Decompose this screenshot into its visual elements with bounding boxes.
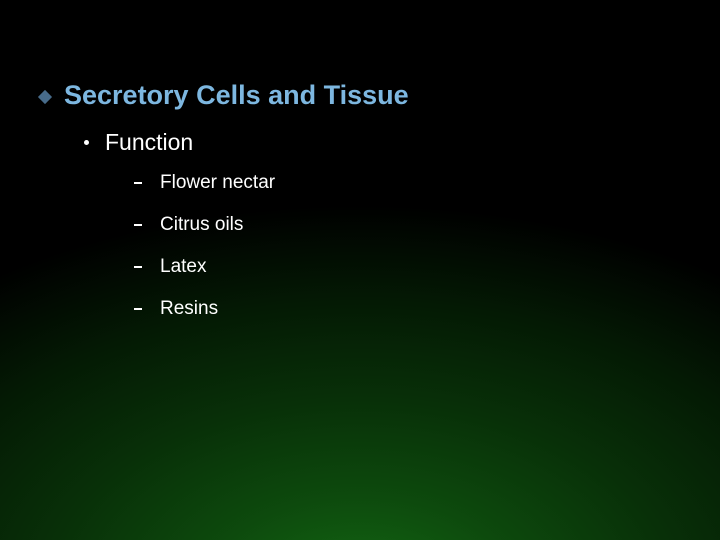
subheading-row: Function xyxy=(84,129,720,156)
list-item-text: Citrus oils xyxy=(160,214,243,236)
diamond-bullet-icon xyxy=(38,89,52,103)
list-item: Latex xyxy=(134,256,720,278)
list-item: Flower nectar xyxy=(134,172,720,194)
slide-title: Secretory Cells and Tissue xyxy=(64,80,409,111)
subheading-text: Function xyxy=(105,129,193,156)
list-item-text: Resins xyxy=(160,298,218,320)
list-item: Resins xyxy=(134,298,720,320)
list-item-text: Latex xyxy=(160,256,206,278)
dash-bullet-icon xyxy=(134,224,142,226)
list-item-text: Flower nectar xyxy=(160,172,275,194)
dash-bullet-icon xyxy=(134,182,142,184)
dash-bullet-icon xyxy=(134,266,142,268)
title-row: Secretory Cells and Tissue xyxy=(40,80,720,111)
list-item: Citrus oils xyxy=(134,214,720,236)
dash-bullet-icon xyxy=(134,308,142,310)
dot-bullet-icon xyxy=(84,140,89,145)
slide: Secretory Cells and Tissue Function Flow… xyxy=(0,0,720,540)
